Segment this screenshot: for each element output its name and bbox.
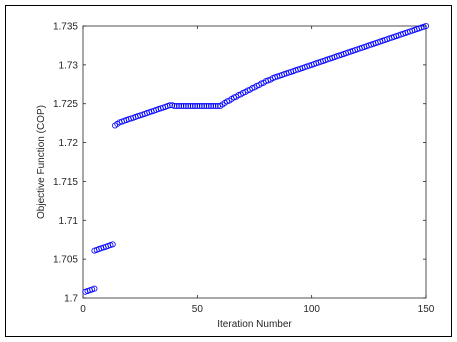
y-tick-label: 1.725 [53, 99, 78, 110]
data-point [176, 103, 183, 110]
plot-area [82, 25, 427, 299]
data-point [180, 103, 187, 110]
data-point [212, 103, 219, 110]
data-point [187, 103, 194, 110]
tick-labels: 0 50 100 150 1.7 1.705 1.71 1.715 1.72 1.725 1.73 1… [53, 22, 435, 316]
y-tick-label: 1.73 [59, 60, 79, 71]
figure-frame [5, 5, 452, 337]
data-point [194, 103, 201, 110]
y-tick-label: 1.7 [64, 294, 78, 305]
data-point [166, 102, 173, 109]
data-point [203, 103, 210, 110]
data-point [208, 103, 215, 110]
x-tick-label: 100 [303, 304, 320, 315]
data-point [182, 103, 189, 110]
data-point [178, 103, 185, 110]
y-axis-label: Objective Function (COP) [36, 105, 47, 219]
data-point [171, 103, 178, 110]
data-point [173, 103, 180, 110]
y-tick-label: 1.705 [53, 255, 78, 266]
x-tick-label: 150 [418, 304, 435, 315]
data-point [210, 103, 217, 110]
data-point [198, 103, 205, 110]
y-tick-label: 1.72 [59, 138, 79, 149]
data-point [109, 241, 116, 248]
data-point [422, 22, 429, 29]
x-tick-label: 0 [80, 304, 86, 315]
x-axis-label: Iteration Number [217, 319, 292, 330]
data-point [91, 285, 98, 292]
y-tick-label: 1.715 [53, 177, 78, 188]
y-tick-label: 1.735 [53, 22, 78, 33]
y-tick-label: 1.71 [59, 216, 79, 227]
axis-ticks [82, 25, 427, 299]
scatter-points [82, 22, 429, 295]
data-point [189, 103, 196, 110]
data-point [205, 103, 212, 110]
data-point [196, 103, 203, 110]
data-point [192, 103, 199, 110]
x-tick-label: 50 [192, 304, 204, 315]
data-point [201, 103, 208, 110]
data-point [185, 103, 192, 110]
